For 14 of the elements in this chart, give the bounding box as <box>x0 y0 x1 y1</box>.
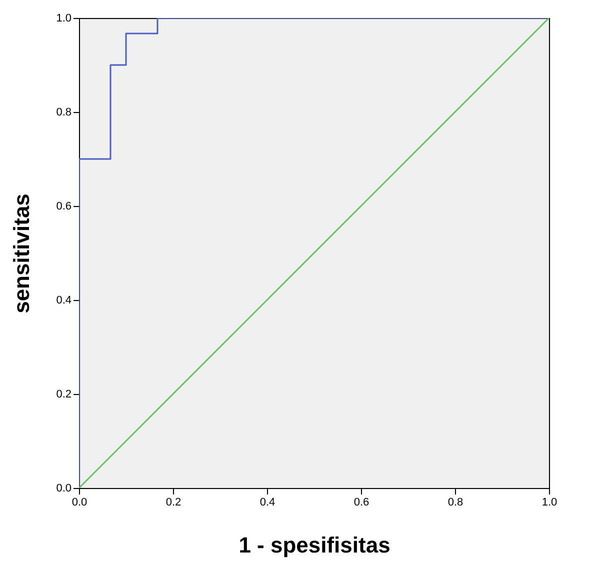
x-tick-label: 0.8 <box>448 496 464 508</box>
x-tick-label: 0.6 <box>354 496 370 508</box>
x-axis-title: 1 - spesifisitas <box>238 532 390 558</box>
x-tick-label: 0.4 <box>260 496 276 508</box>
y-tick-label: 0.0 <box>56 482 72 494</box>
x-tick-label: 1.0 <box>542 496 558 508</box>
x-tick-label: 0.0 <box>72 496 88 508</box>
y-tick-label: 0.6 <box>56 200 72 212</box>
y-tick-label: 0.8 <box>56 106 72 118</box>
y-tick-label: 1.0 <box>56 12 72 24</box>
x-tick-label: 0.2 <box>166 496 182 508</box>
y-tick-label: 0.2 <box>56 388 72 400</box>
y-tick-label: 0.4 <box>56 294 72 306</box>
y-axis-title: sensitivitas <box>9 194 34 314</box>
